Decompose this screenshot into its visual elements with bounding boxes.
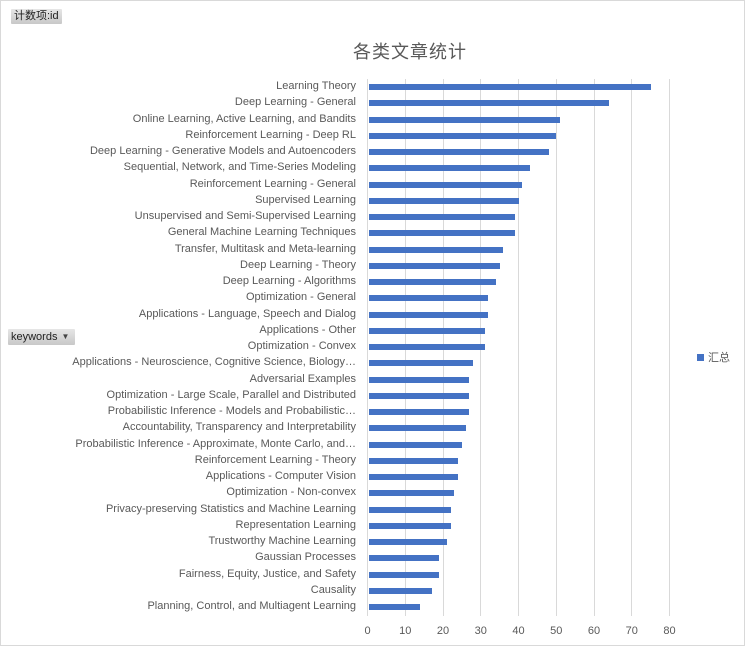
bar[interactable] xyxy=(368,262,500,269)
category-label: General Machine Learning Techniques xyxy=(167,226,356,239)
bar[interactable] xyxy=(368,571,440,578)
x-tick-label: 80 xyxy=(663,625,676,637)
category-label: Optimization - Convex xyxy=(247,340,356,352)
bar[interactable] xyxy=(368,132,557,139)
bar[interactable] xyxy=(368,392,470,399)
category-label: Accountability, Transparency and Interpr… xyxy=(122,421,356,434)
x-tick-label: 10 xyxy=(399,625,412,637)
gridline xyxy=(669,79,670,616)
category-label: Reinforcement Learning - Deep RL xyxy=(185,128,356,141)
category-label: Deep Learning - General xyxy=(234,96,356,109)
category-label: Planning, Control, and Multiagent Learni… xyxy=(147,600,356,612)
category-label: Online Learning, Active Learning, and Ba… xyxy=(132,112,356,125)
category-label: Unsupervised and Semi-Supervised Learnin… xyxy=(134,210,356,222)
gridline xyxy=(631,79,633,616)
category-label: Causality xyxy=(310,583,356,596)
x-tick-label: 60 xyxy=(587,625,601,637)
bar[interactable] xyxy=(368,457,459,464)
category-label: Optimization - General xyxy=(245,291,356,304)
bar[interactable] xyxy=(368,376,470,383)
bar[interactable] xyxy=(368,116,561,123)
category-label: Applications - Other xyxy=(259,323,356,336)
x-tick-label: 0 xyxy=(364,625,371,637)
bar[interactable] xyxy=(368,555,440,562)
category-label: Trustworthy Machine Learning xyxy=(208,535,356,547)
bar[interactable] xyxy=(368,522,451,529)
legend-label: 汇总 xyxy=(708,352,730,364)
legend-swatch xyxy=(697,353,704,361)
category-axis-line xyxy=(367,79,368,616)
chart-title: 各类文章统计 xyxy=(353,42,467,62)
dropdown-arrow-icon: ▼ xyxy=(61,332,70,341)
bar[interactable] xyxy=(368,181,523,188)
bar[interactable] xyxy=(368,425,466,432)
bar[interactable] xyxy=(368,344,485,350)
category-label: Applications - Neuroscience, Cognitive S… xyxy=(72,356,356,369)
category-label: Reinforcement Learning - General xyxy=(189,177,356,190)
bar[interactable] xyxy=(368,311,489,318)
bar[interactable] xyxy=(368,441,462,448)
category-label: Supervised Learning xyxy=(255,193,356,206)
category-label: Adversarial Examples xyxy=(249,372,356,385)
x-tick-label: 70 xyxy=(625,625,638,637)
x-tick-label: 20 xyxy=(436,625,450,637)
gridline xyxy=(555,79,557,616)
bar[interactable] xyxy=(368,604,421,610)
category-label: Applications - Computer Vision xyxy=(205,470,356,482)
pivot-row-field-label: keywords xyxy=(11,331,58,343)
bar[interactable] xyxy=(368,360,474,367)
category-label: Probabilistic Inference - Approximate, M… xyxy=(75,437,356,450)
bar[interactable] xyxy=(368,214,515,220)
bar[interactable] xyxy=(368,246,504,253)
bar[interactable] xyxy=(368,279,496,285)
category-label: Gaussian Processes xyxy=(255,551,356,564)
bar[interactable] xyxy=(368,474,459,480)
legend: 汇总 xyxy=(697,349,730,365)
x-tick-label: 50 xyxy=(550,625,563,637)
pivot-value-field-button[interactable]: 计数项:id xyxy=(11,9,62,24)
bar[interactable] xyxy=(368,327,485,334)
gridline xyxy=(593,79,595,616)
category-label: Sequential, Network, and Time-Series Mod… xyxy=(123,161,356,174)
bar[interactable] xyxy=(368,100,610,107)
category-label: Probabilistic Inference - Models and Pro… xyxy=(107,405,356,417)
category-label: Fairness, Equity, Justice, and Safety xyxy=(178,567,356,580)
x-tick-label: 30 xyxy=(474,625,487,637)
category-label: Optimization - Non-convex xyxy=(226,486,356,499)
bar[interactable] xyxy=(368,539,447,545)
bar[interactable] xyxy=(368,409,470,415)
bar[interactable] xyxy=(368,149,549,155)
category-label: Deep Learning - Generative Models and Au… xyxy=(89,145,356,157)
category-label: Privacy-preserving Statistics and Machin… xyxy=(105,502,356,515)
bar[interactable] xyxy=(368,490,455,497)
bar[interactable] xyxy=(368,506,451,513)
category-label: Reinforcement Learning - Theory xyxy=(194,453,356,466)
category-label: Representation Learning xyxy=(235,518,356,531)
bar[interactable] xyxy=(368,84,651,90)
category-label: Learning Theory xyxy=(276,80,356,92)
bar[interactable] xyxy=(368,587,432,594)
category-label: Deep Learning - Theory xyxy=(240,258,356,271)
bar[interactable] xyxy=(368,165,530,172)
bar[interactable] xyxy=(368,197,519,204)
gridline xyxy=(518,79,519,616)
category-label: Deep Learning - Algorithms xyxy=(222,275,356,287)
bar[interactable] xyxy=(368,295,489,302)
category-label: Applications - Language, Speech and Dial… xyxy=(138,307,356,320)
category-label: Transfer, Multitask and Meta-learning xyxy=(174,242,356,255)
pivot-row-field-button[interactable]: keywords ▼ xyxy=(8,329,76,345)
x-tick-label: 40 xyxy=(512,625,525,637)
bar[interactable] xyxy=(368,230,515,237)
category-label: Optimization - Large Scale, Parallel and… xyxy=(106,388,356,401)
